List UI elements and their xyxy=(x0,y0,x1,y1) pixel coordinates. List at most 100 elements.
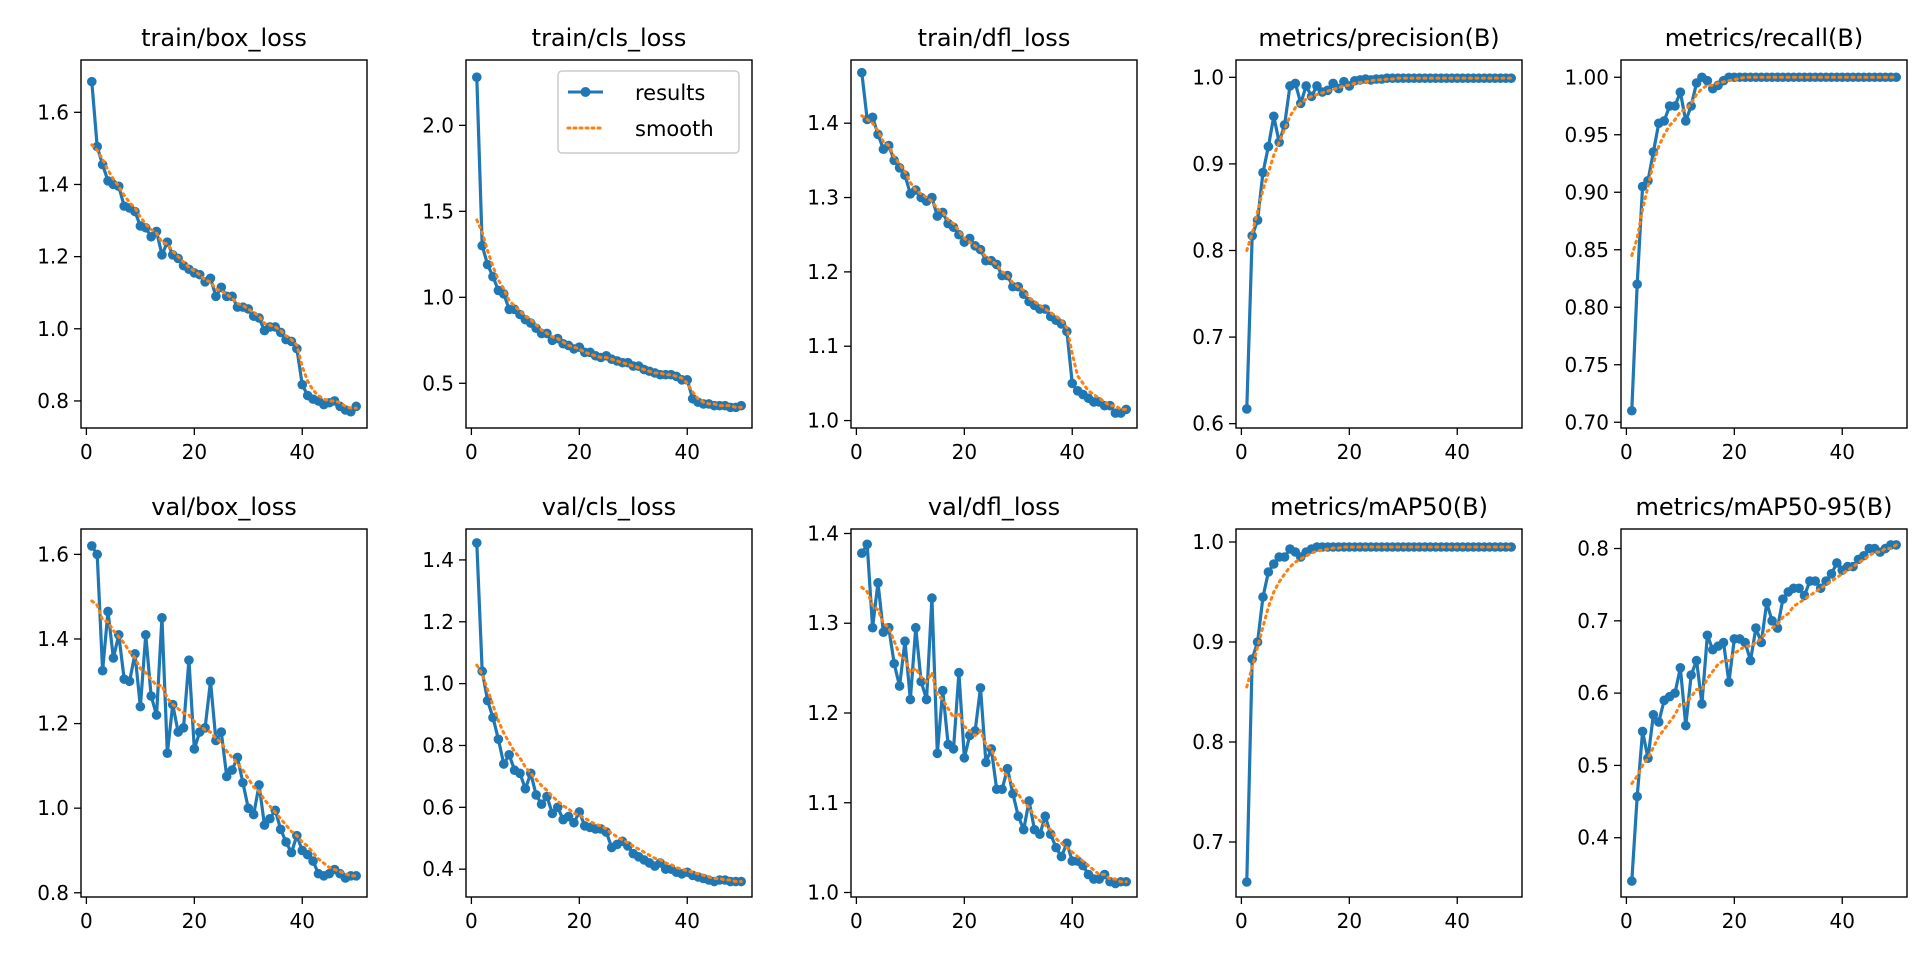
y-tick-label: 1.4 xyxy=(37,627,69,651)
results-point xyxy=(1718,637,1729,648)
y-tick-label: 1.6 xyxy=(37,100,69,124)
axes-frame xyxy=(850,59,1138,429)
y-tick-label: 0.80 xyxy=(1564,295,1609,319)
results-point xyxy=(151,710,162,720)
subplot-title: val/dfl_loss xyxy=(928,493,1060,521)
y-tick-label: 1.2 xyxy=(37,712,69,736)
results-point xyxy=(184,655,194,665)
results-point xyxy=(498,759,509,769)
y-tick-label: 1.3 xyxy=(807,611,839,635)
y-tick-label: 0.4 xyxy=(422,857,454,881)
results-point xyxy=(1626,405,1637,416)
y-tick-label: 0.8 xyxy=(37,389,69,413)
x-tick-label: 40 xyxy=(290,440,315,464)
y-tick-label: 1.2 xyxy=(807,260,839,284)
results-point xyxy=(927,593,937,603)
legend-smooth-label: smooth xyxy=(635,117,714,141)
axes-frame xyxy=(80,59,368,429)
x-tick-label: 20 xyxy=(182,909,207,933)
results-point xyxy=(97,665,108,676)
y-tick-label: 0.9 xyxy=(1192,152,1224,176)
results-point xyxy=(205,676,216,687)
y-tick-label: 2.0 xyxy=(422,113,454,137)
subplot-title: val/cls_loss xyxy=(542,493,676,521)
results-point xyxy=(178,723,189,733)
smooth-series-line xyxy=(860,585,1128,884)
x-tick-label: 20 xyxy=(567,909,592,933)
results-point xyxy=(894,681,905,691)
x-tick-label: 40 xyxy=(1445,440,1470,464)
results-point xyxy=(1067,378,1078,389)
y-tick-label: 0.8 xyxy=(37,881,69,905)
subplot-val-dfl-loss: val/dfl_loss 0 20 40 1.0 1.1 1.2 1.3 1.4 xyxy=(807,493,1138,933)
x-tick-label: 20 xyxy=(182,440,207,464)
results-point xyxy=(211,735,221,746)
results-point xyxy=(471,72,482,82)
results-point xyxy=(157,613,167,623)
results-point xyxy=(1702,630,1713,641)
results-point xyxy=(1670,101,1680,111)
y-tick-label: 1.3 xyxy=(807,186,839,210)
results-point xyxy=(135,701,146,712)
results-point xyxy=(200,723,210,733)
results-point xyxy=(862,539,872,550)
results-point xyxy=(189,744,200,754)
results-point xyxy=(1268,559,1279,569)
results-point xyxy=(1702,75,1713,86)
results-point xyxy=(1279,552,1290,562)
y-tick-label: 1.0 xyxy=(1192,530,1224,554)
x-tick-label: 0 xyxy=(80,440,93,464)
legend-results-marker xyxy=(580,87,591,97)
subplot-title: metrics/mAP50(B) xyxy=(1270,493,1488,521)
subplot-metrics-map50-95-b-: metrics/mAP50-95(B) 0 20 40 0.4 0.5 0.6 0.7 0.8 xyxy=(1577,493,1908,933)
results-point xyxy=(900,636,910,646)
results-point xyxy=(308,856,318,866)
x-tick-label: 40 xyxy=(1060,440,1085,464)
y-tick-label: 1.0 xyxy=(1192,65,1224,89)
results-point xyxy=(997,784,1007,795)
results-point xyxy=(1002,763,1013,774)
results-point xyxy=(1632,279,1642,290)
subplot-title: metrics/mAP50-95(B) xyxy=(1635,493,1892,521)
results-point xyxy=(1035,829,1045,839)
x-tick-label: 20 xyxy=(1337,909,1362,933)
results-point xyxy=(86,541,97,551)
legend-box xyxy=(557,70,740,154)
results-point xyxy=(1680,720,1691,731)
smooth-series-line xyxy=(860,114,1128,411)
results-point xyxy=(146,691,156,701)
y-tick-label: 0.8 xyxy=(1192,238,1224,262)
results-point xyxy=(1832,558,1842,568)
x-tick-label: 20 xyxy=(1722,440,1747,464)
y-tick-label: 1.0 xyxy=(422,672,454,696)
results-point xyxy=(873,578,883,588)
smooth-series-line xyxy=(1630,75,1898,257)
results-point xyxy=(1506,542,1517,552)
results-point xyxy=(1241,877,1252,887)
subplot-title: train/dfl_loss xyxy=(918,24,1071,52)
results-point xyxy=(286,847,297,858)
axes-frame xyxy=(1620,59,1908,429)
y-tick-label: 1.4 xyxy=(807,111,839,135)
results-point xyxy=(86,76,97,87)
axes-frame xyxy=(465,59,753,429)
x-tick-label: 20 xyxy=(1337,440,1362,464)
results-point xyxy=(1697,699,1707,709)
results-point xyxy=(623,841,633,851)
results-point xyxy=(1691,655,1702,666)
y-tick-label: 1.6 xyxy=(37,542,69,566)
y-tick-label: 1.4 xyxy=(422,548,454,572)
axes-frame xyxy=(1235,59,1523,429)
results-point xyxy=(281,837,291,847)
results-point xyxy=(932,748,943,759)
y-tick-label: 1.0 xyxy=(807,409,839,433)
legend-results-label: results xyxy=(635,81,705,105)
smooth-series-line xyxy=(475,218,743,409)
results-point xyxy=(889,658,899,669)
results-point xyxy=(1675,663,1686,673)
x-tick-label: 20 xyxy=(1722,909,1747,933)
y-tick-label: 0.4 xyxy=(1577,826,1609,850)
results-point xyxy=(1794,583,1804,594)
results-point xyxy=(351,401,362,412)
